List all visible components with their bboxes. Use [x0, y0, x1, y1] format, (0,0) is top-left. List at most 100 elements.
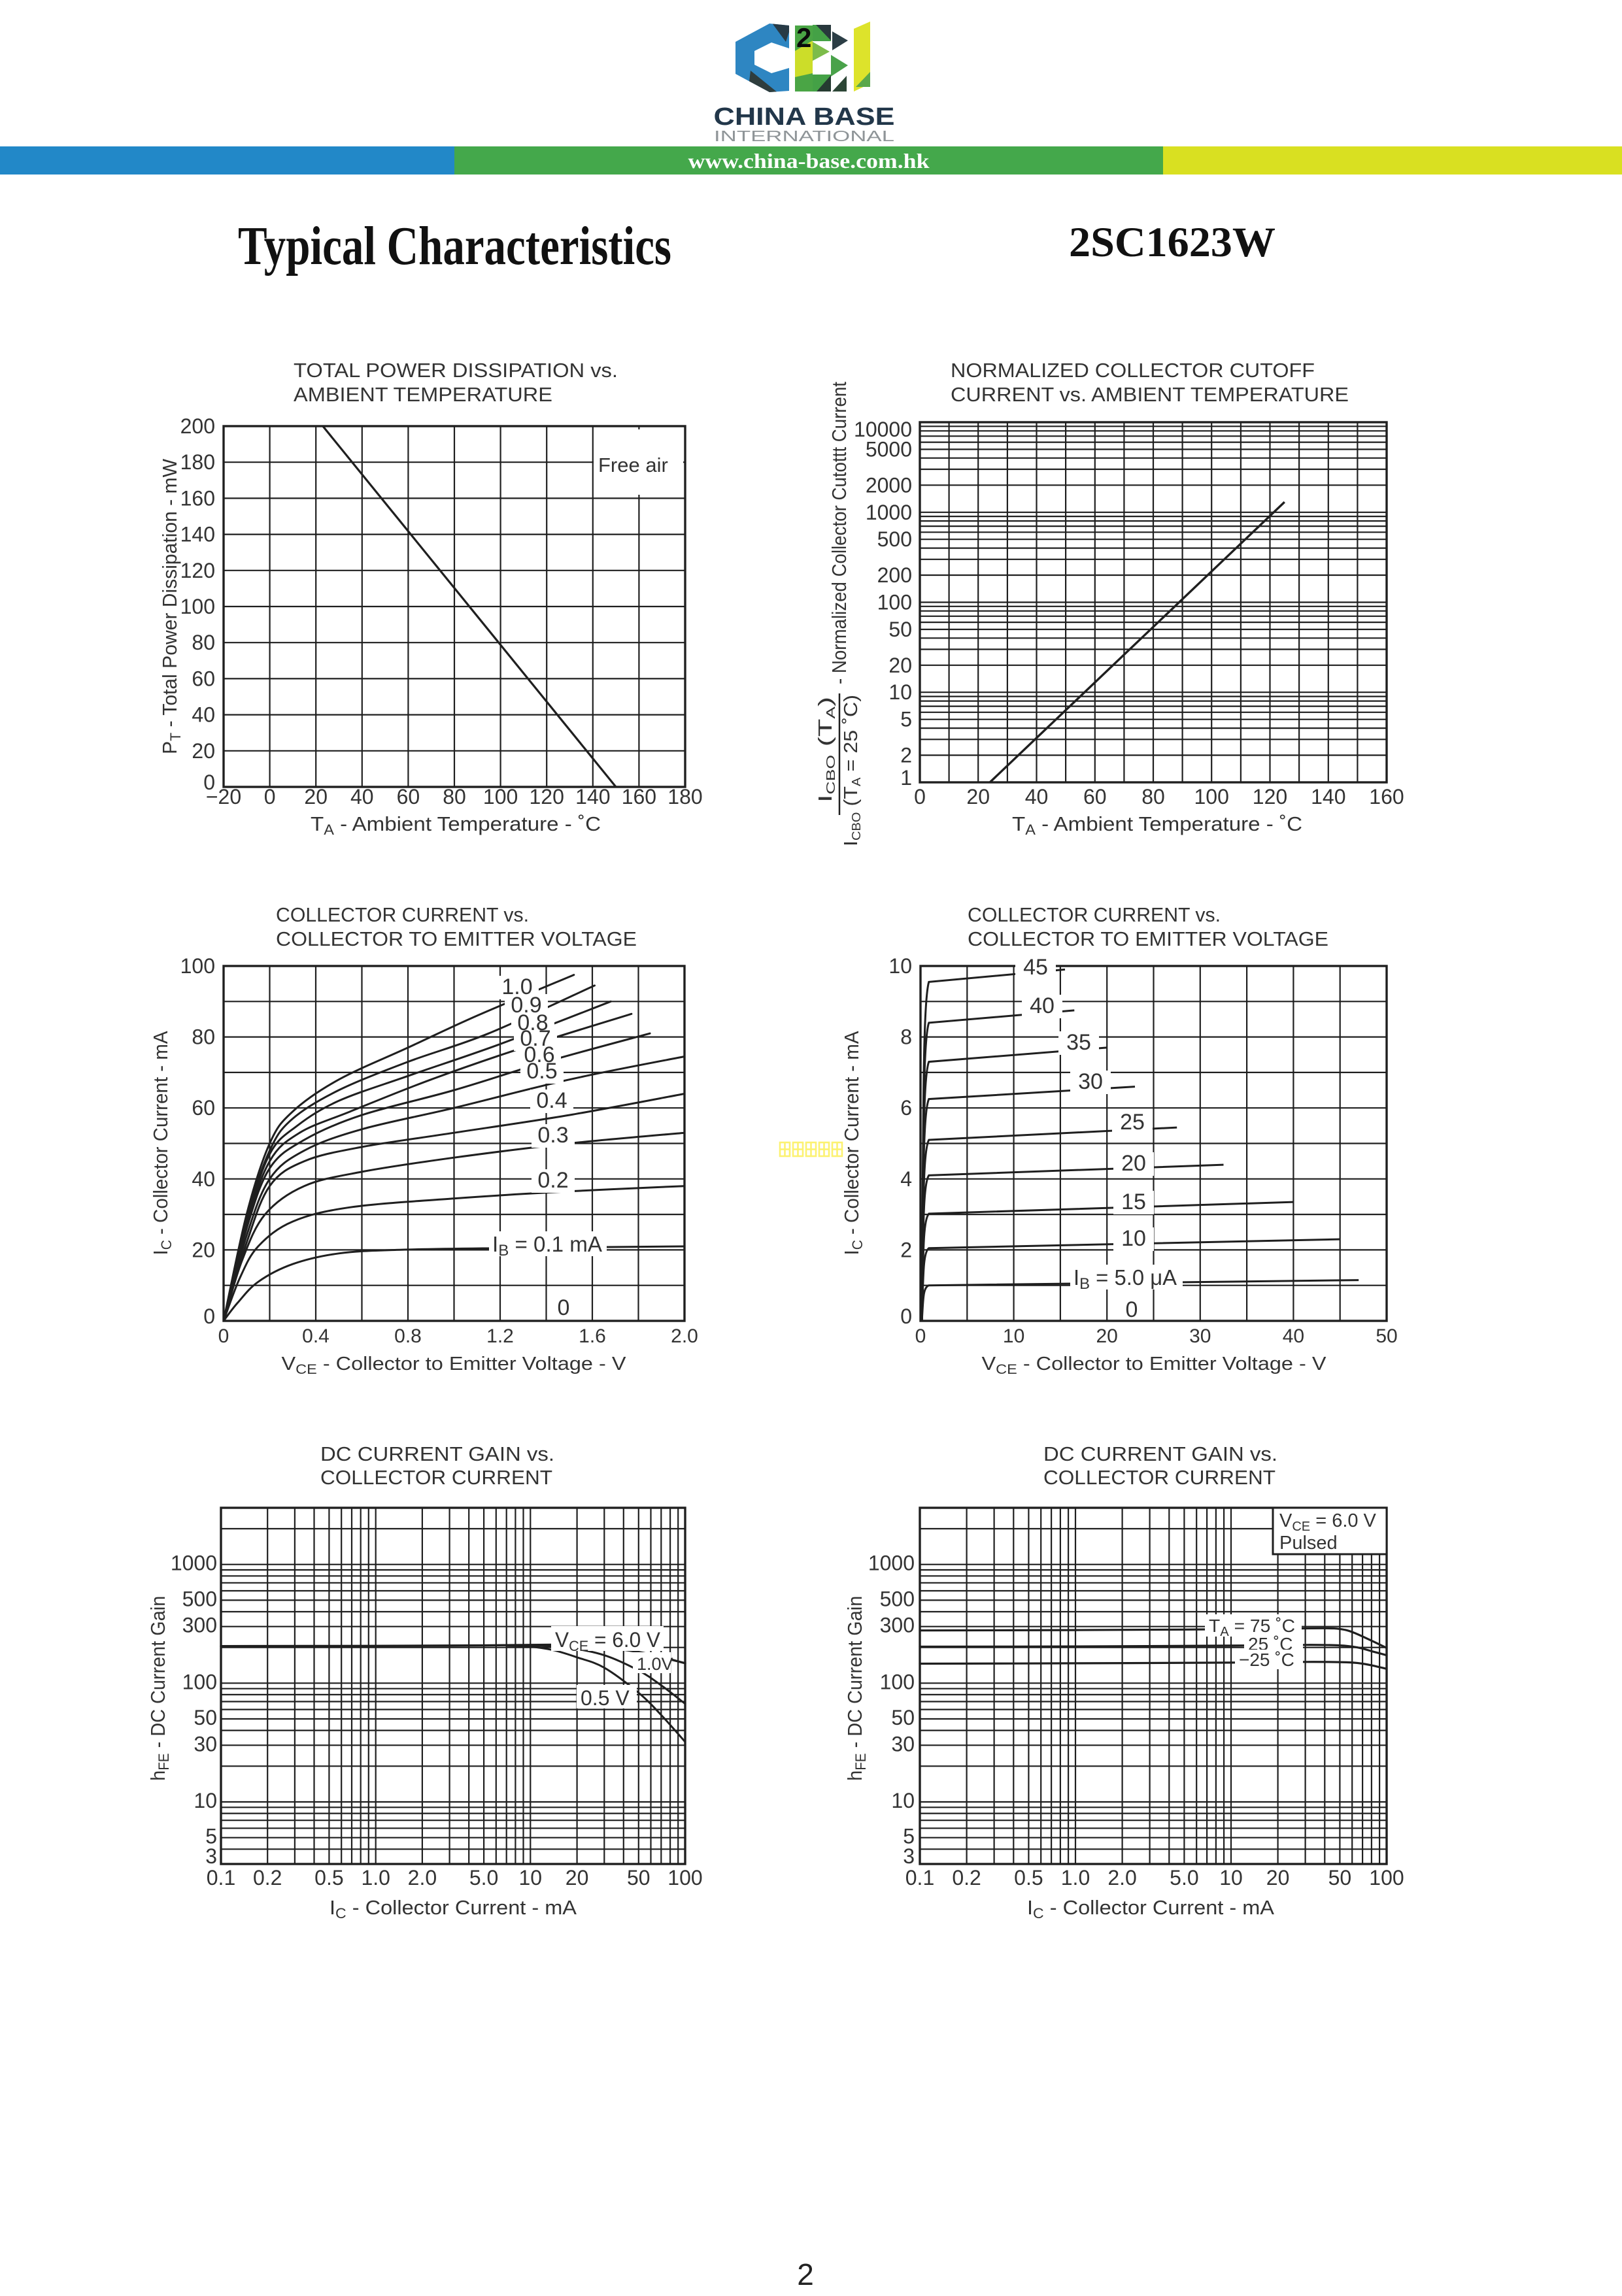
svg-text:PT - Total Power Dissipation -: PT - Total Power Dissipation - mW: [158, 458, 184, 754]
svg-text:45: 45: [1023, 955, 1048, 980]
svg-text:40: 40: [1283, 1325, 1304, 1347]
svg-text:100: 100: [180, 954, 215, 978]
svg-text:Free air: Free air: [598, 454, 668, 476]
svg-text:10: 10: [519, 1866, 543, 1889]
svg-text:AMBIENT TEMPERATURE: AMBIENT TEMPERATURE: [294, 383, 552, 406]
svg-text:2: 2: [900, 744, 912, 767]
svg-text:20: 20: [192, 739, 215, 763]
svg-text:DC CURRENT GAIN vs.: DC CURRENT GAIN vs.: [1043, 1442, 1277, 1465]
svg-text:10: 10: [891, 1789, 915, 1812]
svg-text:0: 0: [558, 1295, 570, 1320]
svg-text:1000: 1000: [171, 1552, 217, 1575]
svg-text:1.0: 1.0: [1061, 1866, 1090, 1889]
svg-text:0: 0: [914, 785, 926, 808]
svg-text:40: 40: [192, 703, 215, 727]
svg-text:500: 500: [880, 1587, 915, 1610]
svg-text:2000: 2000: [866, 473, 912, 497]
svg-text:1.0: 1.0: [361, 1866, 390, 1889]
svg-text:TOTAL POWER DISSIPATION vs.: TOTAL POWER DISSIPATION vs.: [294, 359, 618, 382]
svg-text:0.3: 0.3: [537, 1123, 568, 1148]
svg-text:5000: 5000: [866, 438, 912, 461]
svg-text:1.0: 1.0: [501, 974, 532, 999]
svg-text:30: 30: [1078, 1069, 1103, 1094]
svg-text:www.china-base.com.hk: www.china-base.com.hk: [688, 149, 930, 173]
svg-text:40: 40: [1025, 785, 1049, 808]
svg-text:VCE = 6.0 V: VCE = 6.0 V: [1279, 1510, 1377, 1534]
svg-text:60: 60: [192, 667, 215, 690]
svg-text:80: 80: [192, 1025, 215, 1049]
svg-text:2: 2: [900, 1238, 912, 1261]
svg-text:0.9: 0.9: [511, 993, 541, 1018]
svg-text:300: 300: [182, 1614, 217, 1637]
svg-text:500: 500: [182, 1587, 217, 1610]
svg-text:−25 ˚C: −25 ˚C: [1239, 1650, 1294, 1670]
svg-text:20: 20: [1121, 1151, 1146, 1176]
svg-text:10: 10: [1121, 1226, 1146, 1251]
svg-text:COLLECTOR CURRENT: COLLECTOR CURRENT: [1043, 1466, 1276, 1489]
svg-text:0.5 V: 0.5 V: [581, 1686, 630, 1710]
svg-text:NORMALIZED COLLECTOR CUTOFF: NORMALIZED COLLECTOR CUTOFF: [951, 359, 1315, 382]
svg-text:100: 100: [182, 1670, 217, 1693]
svg-text:60: 60: [192, 1096, 215, 1120]
svg-text:3: 3: [903, 1844, 915, 1868]
svg-text:50: 50: [888, 618, 912, 641]
svg-text:100: 100: [1369, 1866, 1404, 1889]
svg-text:2: 2: [796, 22, 811, 53]
svg-text:20: 20: [1266, 1866, 1290, 1889]
svg-text:20: 20: [566, 1866, 589, 1889]
svg-text:0: 0: [915, 1325, 926, 1347]
svg-text:20: 20: [1096, 1325, 1118, 1347]
svg-text:100: 100: [667, 1866, 702, 1889]
svg-text:140: 140: [1311, 785, 1345, 808]
svg-text:2.0: 2.0: [408, 1866, 437, 1889]
svg-text:30: 30: [891, 1732, 915, 1755]
svg-text:0.5: 0.5: [1014, 1866, 1043, 1889]
svg-text:VCE - Collector to Emitter Vol: V CE - Collector to Emitter Voltage - V: [982, 1354, 1327, 1377]
svg-text:300: 300: [880, 1614, 915, 1637]
svg-text:60: 60: [397, 785, 420, 808]
svg-text:200: 200: [180, 414, 215, 438]
svg-text:IB = 5.0 μA: IB = 5.0 μA: [1073, 1265, 1177, 1293]
svg-text:10000: 10000: [854, 418, 912, 441]
svg-text:0.8: 0.8: [517, 1010, 548, 1035]
svg-text:0.2: 0.2: [253, 1866, 282, 1889]
svg-text:4: 4: [900, 1167, 912, 1191]
svg-text:0: 0: [900, 1305, 912, 1328]
svg-text:5.0: 5.0: [469, 1866, 498, 1889]
svg-text:180: 180: [667, 785, 702, 808]
svg-text:VCE - Collector to Emitter Vol: V CE - Collector to Emitter Voltage - V: [282, 1354, 627, 1377]
svg-text:IC - Collector Current - mA: IC - Collector Current - mA: [1027, 1896, 1274, 1922]
svg-text:0.4: 0.4: [302, 1325, 329, 1347]
svg-text:140: 140: [575, 785, 610, 808]
svg-text:1.2: 1.2: [486, 1325, 514, 1347]
svg-text:180: 180: [180, 450, 215, 474]
svg-text:0.7: 0.7: [520, 1026, 550, 1051]
svg-text:50: 50: [194, 1706, 217, 1729]
svg-text:0: 0: [1126, 1297, 1138, 1322]
svg-text:0: 0: [203, 1305, 215, 1328]
svg-text:TA - Ambient Temperature - ˚C: TA - Ambient Temperature - ˚C: [1012, 812, 1302, 838]
svg-text:0: 0: [264, 785, 276, 808]
svg-text:10: 10: [888, 954, 912, 978]
svg-text:2SC1623W: 2SC1623W: [1069, 219, 1276, 266]
svg-text:120: 120: [1253, 785, 1287, 808]
svg-text:500: 500: [877, 527, 912, 551]
svg-text:0.1: 0.1: [207, 1866, 235, 1889]
svg-text:35: 35: [1066, 1030, 1091, 1055]
svg-text:50: 50: [1328, 1866, 1352, 1889]
svg-text:25: 25: [1120, 1110, 1145, 1135]
svg-text:DC CURRENT GAIN vs.: DC CURRENT GAIN vs.: [320, 1442, 554, 1465]
svg-text:0.2: 0.2: [537, 1168, 568, 1193]
svg-text:ICBO (TA): ICBO (TA): [815, 697, 837, 803]
svg-text:COLLECTOR CURRENT: COLLECTOR CURRENT: [320, 1466, 552, 1489]
svg-text:160: 160: [622, 785, 656, 808]
svg-text:80: 80: [192, 631, 215, 654]
svg-text:200: 200: [877, 563, 912, 587]
svg-text:10: 10: [1219, 1866, 1243, 1889]
svg-text:CURRENT vs. AMBIENT TEMPERATUR: CURRENT vs. AMBIENT TEMPERATURE: [951, 383, 1349, 406]
svg-text:15: 15: [1121, 1190, 1146, 1214]
svg-text:0.1: 0.1: [905, 1866, 934, 1889]
svg-text:100: 100: [483, 785, 518, 808]
svg-text:100: 100: [180, 595, 215, 618]
svg-text:−20: −20: [206, 785, 241, 808]
